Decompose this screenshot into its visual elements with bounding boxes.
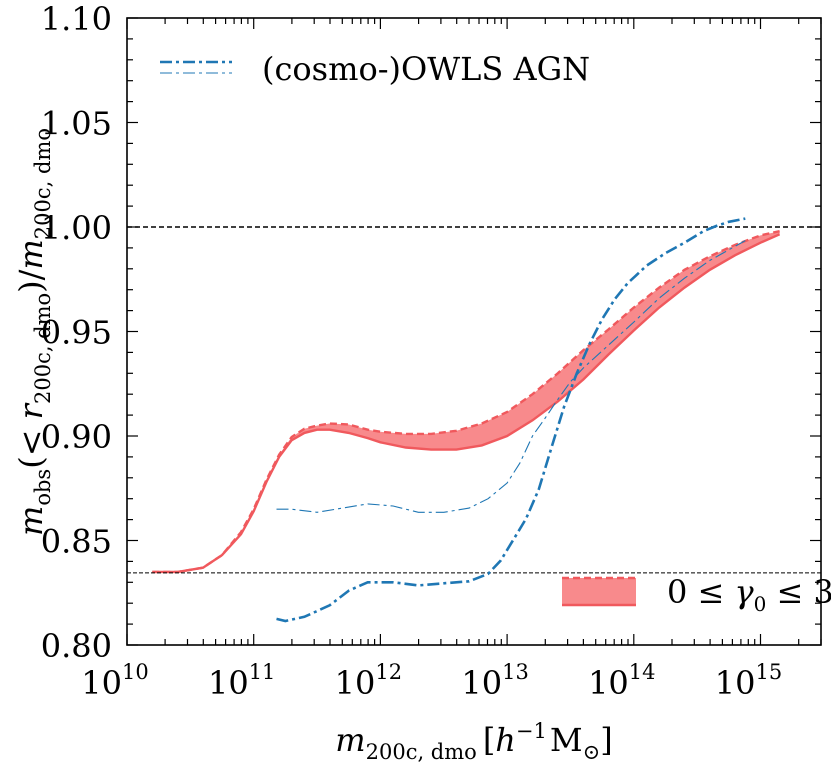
x-tick-base: 10 [335,664,376,702]
xlabel-h: h [495,721,516,759]
band-upper-line [152,230,780,574]
x-tick-label: 1014 [588,660,655,702]
ylabel-mid: (< [12,419,50,468]
y-tick-label: 0.90 [41,418,112,456]
band-legend-swatch [562,578,636,605]
x-tick-exponent: 14 [629,660,656,684]
x-tick-base: 10 [588,664,629,702]
band-legend-gamma: γ [735,573,755,611]
x-tick-base: 10 [461,664,502,702]
plot-frame [126,17,822,646]
y-tick-label: 1.10 [41,0,112,38]
legend: (cosmo-)OWLS AGN [160,50,590,88]
x-tick-label: 1011 [208,660,275,702]
band-legend-label: 0 ≤ γ0 ≤ 3 [667,573,831,616]
x-axis-label: m200c, dmo [h−1M⊙] [335,719,612,764]
band-legend-pre: 0 ≤ [667,573,735,611]
series-layer [276,217,746,623]
ylabel-r: r [12,402,50,419]
band-legend-gamma-sub: 0 [754,592,767,616]
y-tick-label: 0.85 [41,523,112,561]
x-tick-exponent: 12 [375,660,402,684]
xlabel-sub: 200c, dmo [366,740,477,764]
x-tick-labels: 1010 1011 1012 1013 1014 1015 [81,660,782,702]
legend-label: (cosmo-)OWLS AGN [262,50,590,88]
ylabel-sub3: 200c, dmo [31,128,55,239]
ylabel-var2: m [12,239,50,269]
y-axis-label: mobs(< r200c, dmo)/m200c, dmo [12,128,55,536]
band-legend-post: ≤ 3 [766,573,831,611]
ylabel-sub1: obs [31,469,55,506]
y-tick-label: 1.00 [41,209,112,247]
gamma-band-layer [152,230,781,574]
y-tick-label: 1.05 [41,105,112,143]
x-tick-base: 10 [81,664,122,702]
ylabel-sub2: 200c, dmo [31,293,55,404]
x-tick-exponent: 11 [249,660,276,684]
x-tick-exponent: 15 [755,660,782,684]
x-tick-label: 1013 [461,660,528,702]
xlabel-h-exp: −1 [516,719,547,743]
x-tick-base: 10 [208,664,249,702]
series-line-thick [276,217,746,623]
x-tick-exponent: 10 [122,660,149,684]
band-legend: 0 ≤ γ0 ≤ 3 [562,573,831,616]
x-tick-label: 1015 [715,660,782,702]
xlabel-open: [ [483,721,495,759]
ticks [126,17,822,646]
x-tick-exponent: 13 [502,660,529,684]
x-tick-base: 10 [715,664,756,702]
xlabel-var: m [335,721,365,759]
x-tick-label: 1012 [335,660,402,702]
y-tick-labels: 0.80 0.85 0.90 0.95 1.00 1.05 1.10 [41,0,112,665]
y-tick-label: 0.80 [41,627,112,665]
band-lower-line [152,233,781,574]
xlabel-sun: ⊙ [583,740,601,764]
x-tick-label: 1010 [81,660,148,702]
xlabel-msun: M [550,721,583,759]
y-tick-label: 0.95 [41,314,112,352]
xlabel-close: ] [600,721,612,759]
ylabel-slash: )/ [12,269,50,292]
ylabel-var: m [12,506,50,536]
reference-lines [127,226,821,574]
series-line-thin [276,240,746,513]
